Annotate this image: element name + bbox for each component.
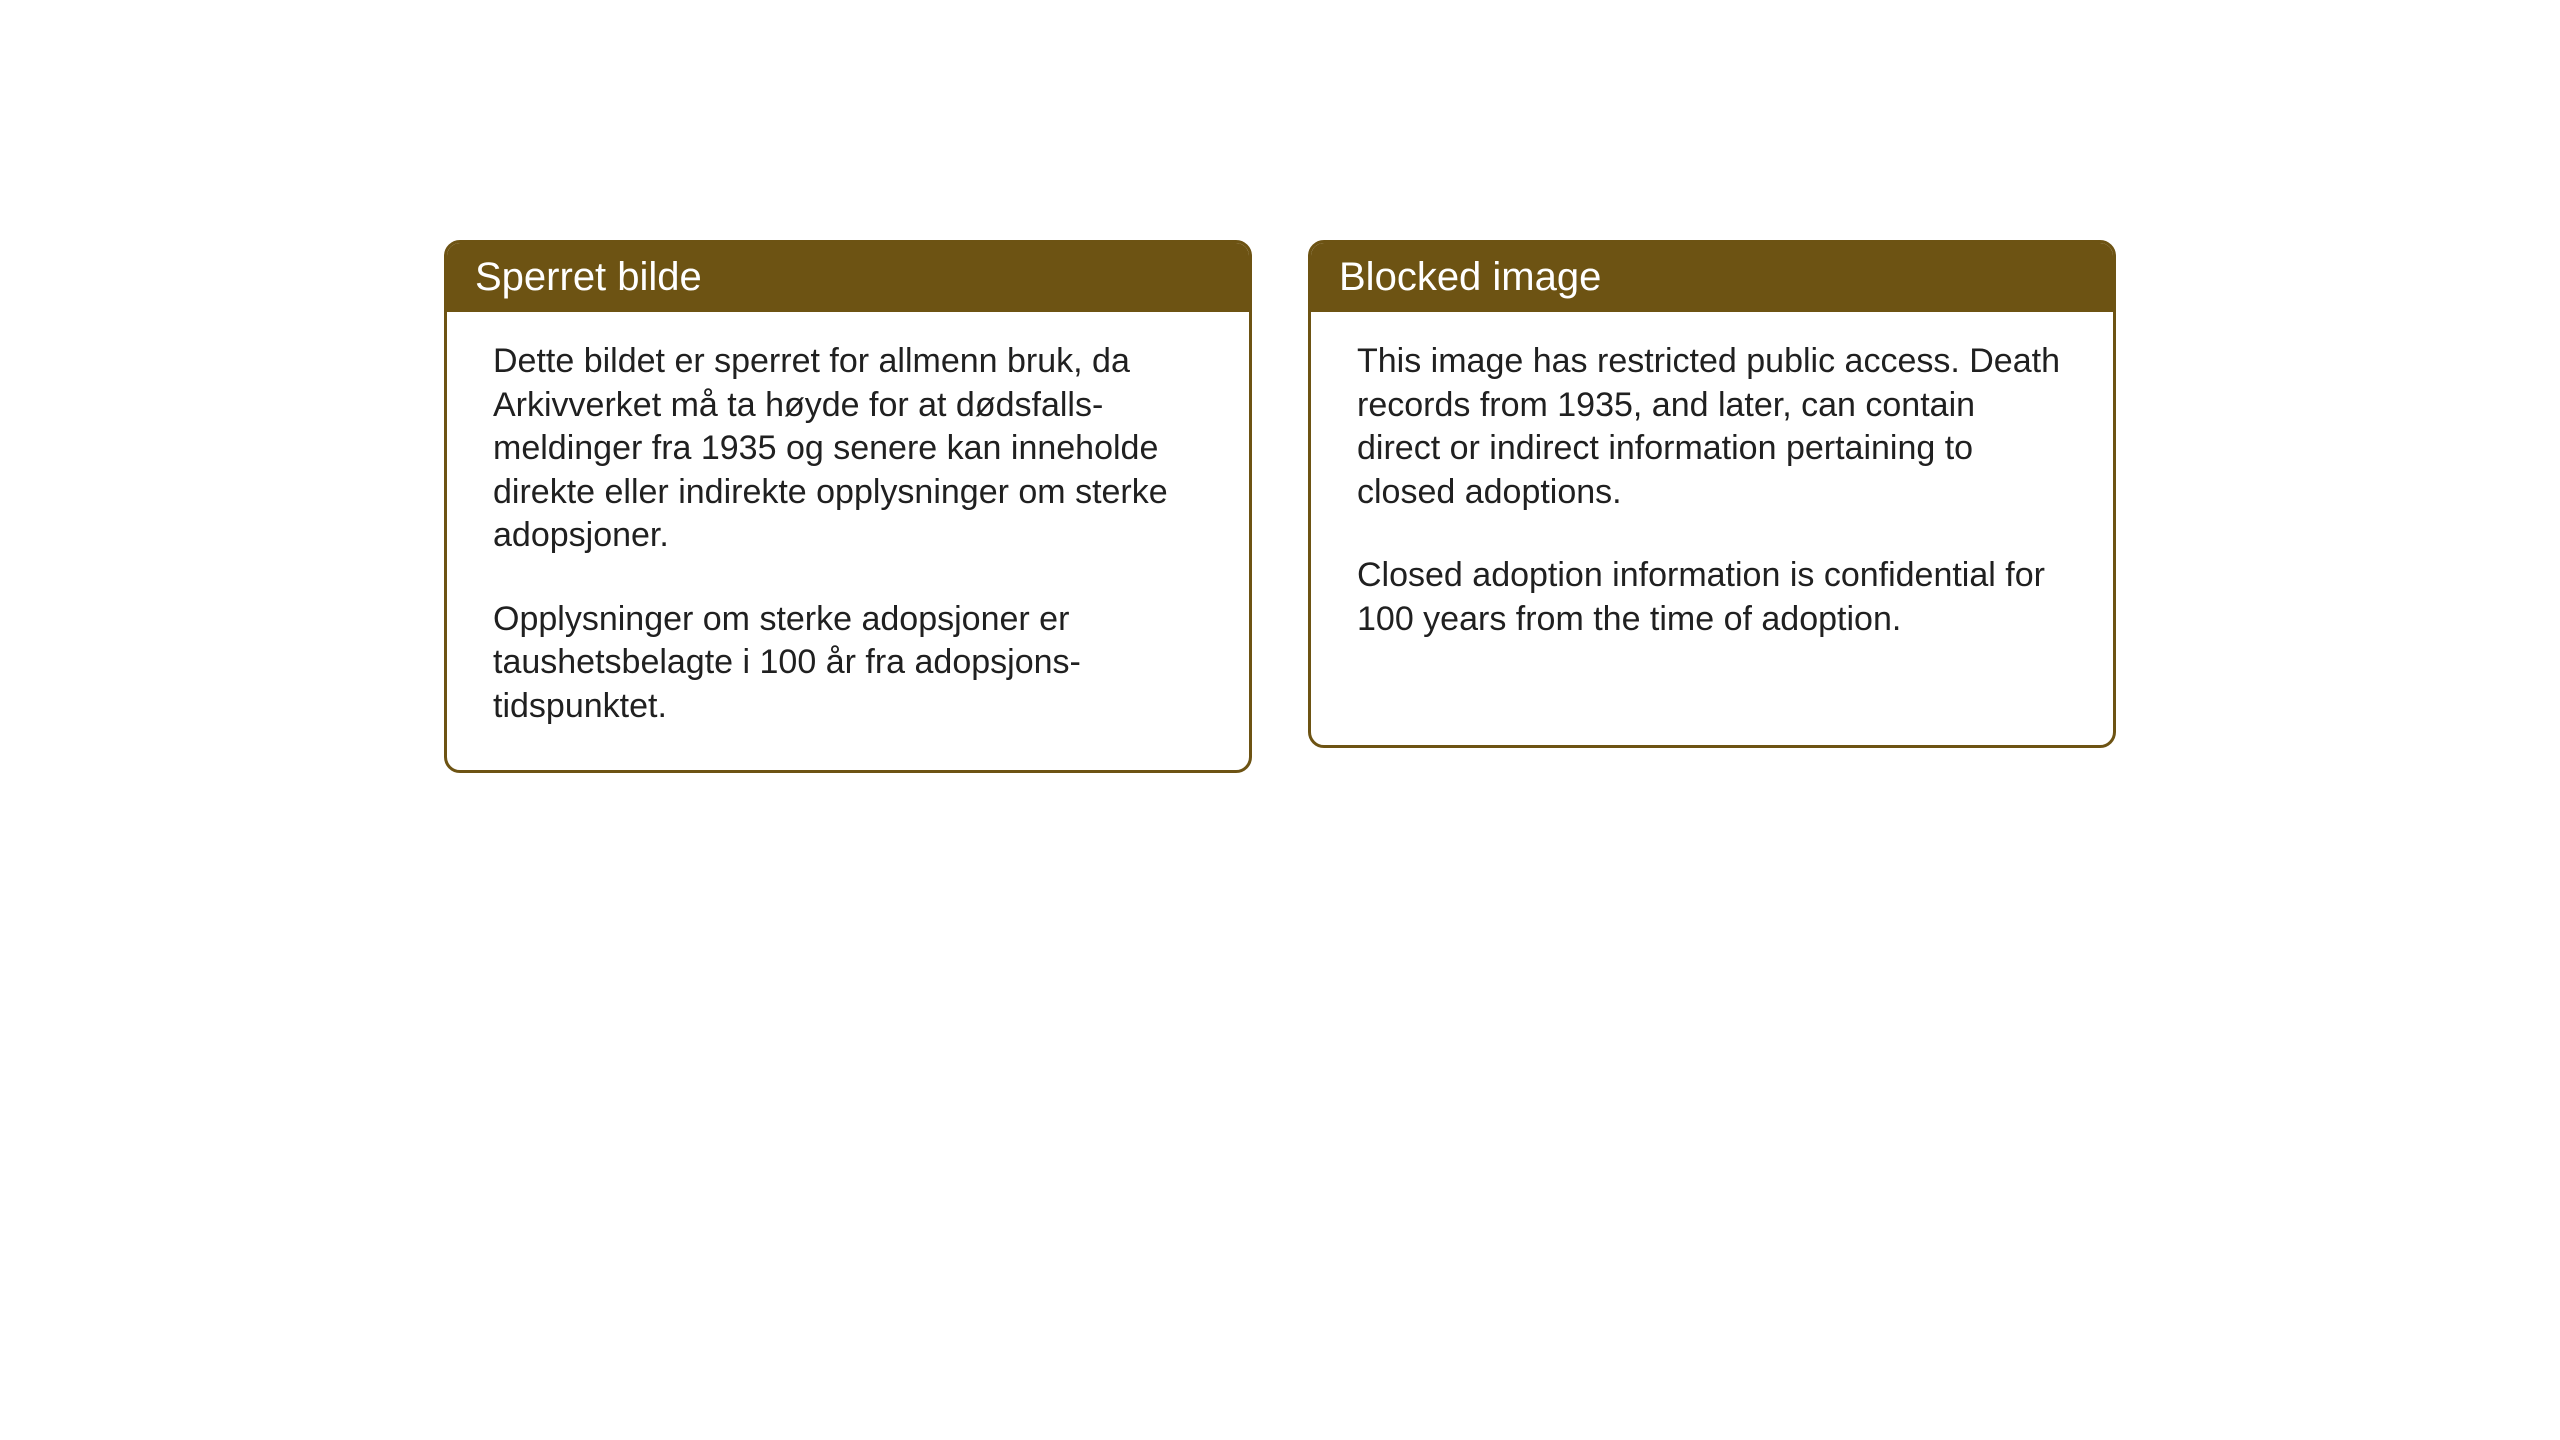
notice-card-english: Blocked image This image has restricted … (1308, 240, 2116, 748)
card-body: Dette bildet er sperret for allmenn bruk… (447, 312, 1249, 770)
notice-card-norwegian: Sperret bilde Dette bildet er sperret fo… (444, 240, 1252, 773)
paragraph-2: Closed adoption information is confident… (1357, 554, 2067, 641)
paragraph-1: This image has restricted public access.… (1357, 340, 2067, 514)
paragraph-1: Dette bildet er sperret for allmenn bruk… (493, 340, 1203, 558)
card-body: This image has restricted public access.… (1311, 312, 2113, 683)
paragraph-2: Opplysninger om sterke adopsjoner er tau… (493, 598, 1203, 729)
card-header: Blocked image (1311, 243, 2113, 312)
card-header: Sperret bilde (447, 243, 1249, 312)
notice-container: Sperret bilde Dette bildet er sperret fo… (444, 240, 2116, 773)
